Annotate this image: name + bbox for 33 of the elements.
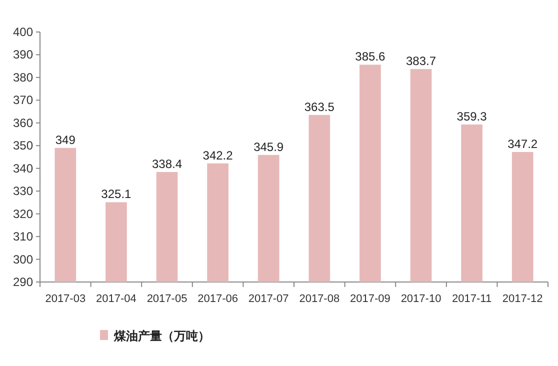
data-label: 359.3 [456,110,487,124]
data-label: 338.4 [152,157,182,171]
y-tick-label: 350 [12,138,33,153]
x-tick-label: 2017-10 [400,293,442,305]
x-tick-label: 2017-12 [502,293,543,305]
x-tick-label: 2017-07 [248,293,289,305]
y-tick-label: 310 [12,230,33,244]
x-tick-label: 2017-05 [146,293,188,305]
data-label: 349 [55,132,76,147]
x-tick-label: 2017-09 [350,293,390,305]
y-tick-label: 320 [12,206,33,221]
x-tick-label: 2017-04 [96,293,136,305]
x-tick-label: 2017-08 [299,293,340,305]
y-tick-label: 380 [12,70,33,84]
data-label: 385.6 [355,50,386,64]
x-tick-label: 2017-06 [198,293,238,305]
x-tick-label: 2017-03 [45,293,86,305]
y-tick-label: 330 [12,184,33,198]
y-tick-label: 390 [12,48,33,62]
data-label: 363.5 [304,100,334,114]
y-tick-label: 340 [12,161,33,176]
y-tick-label: 400 [12,25,33,39]
legend-label: 煤油产量（万吨） [114,329,210,343]
data-label: 325.1 [101,187,132,202]
data-label: 342.2 [202,148,233,162]
data-label: 383.7 [406,54,436,68]
y-tick-label: 290 [12,275,33,289]
y-tick-label: 370 [12,93,33,108]
x-tick-label: 2017-11 [452,293,492,305]
y-tick-label: 360 [12,116,33,130]
data-label: 345.9 [254,140,284,154]
y-tick-label: 300 [12,252,33,266]
data-label: 347.2 [508,137,538,151]
